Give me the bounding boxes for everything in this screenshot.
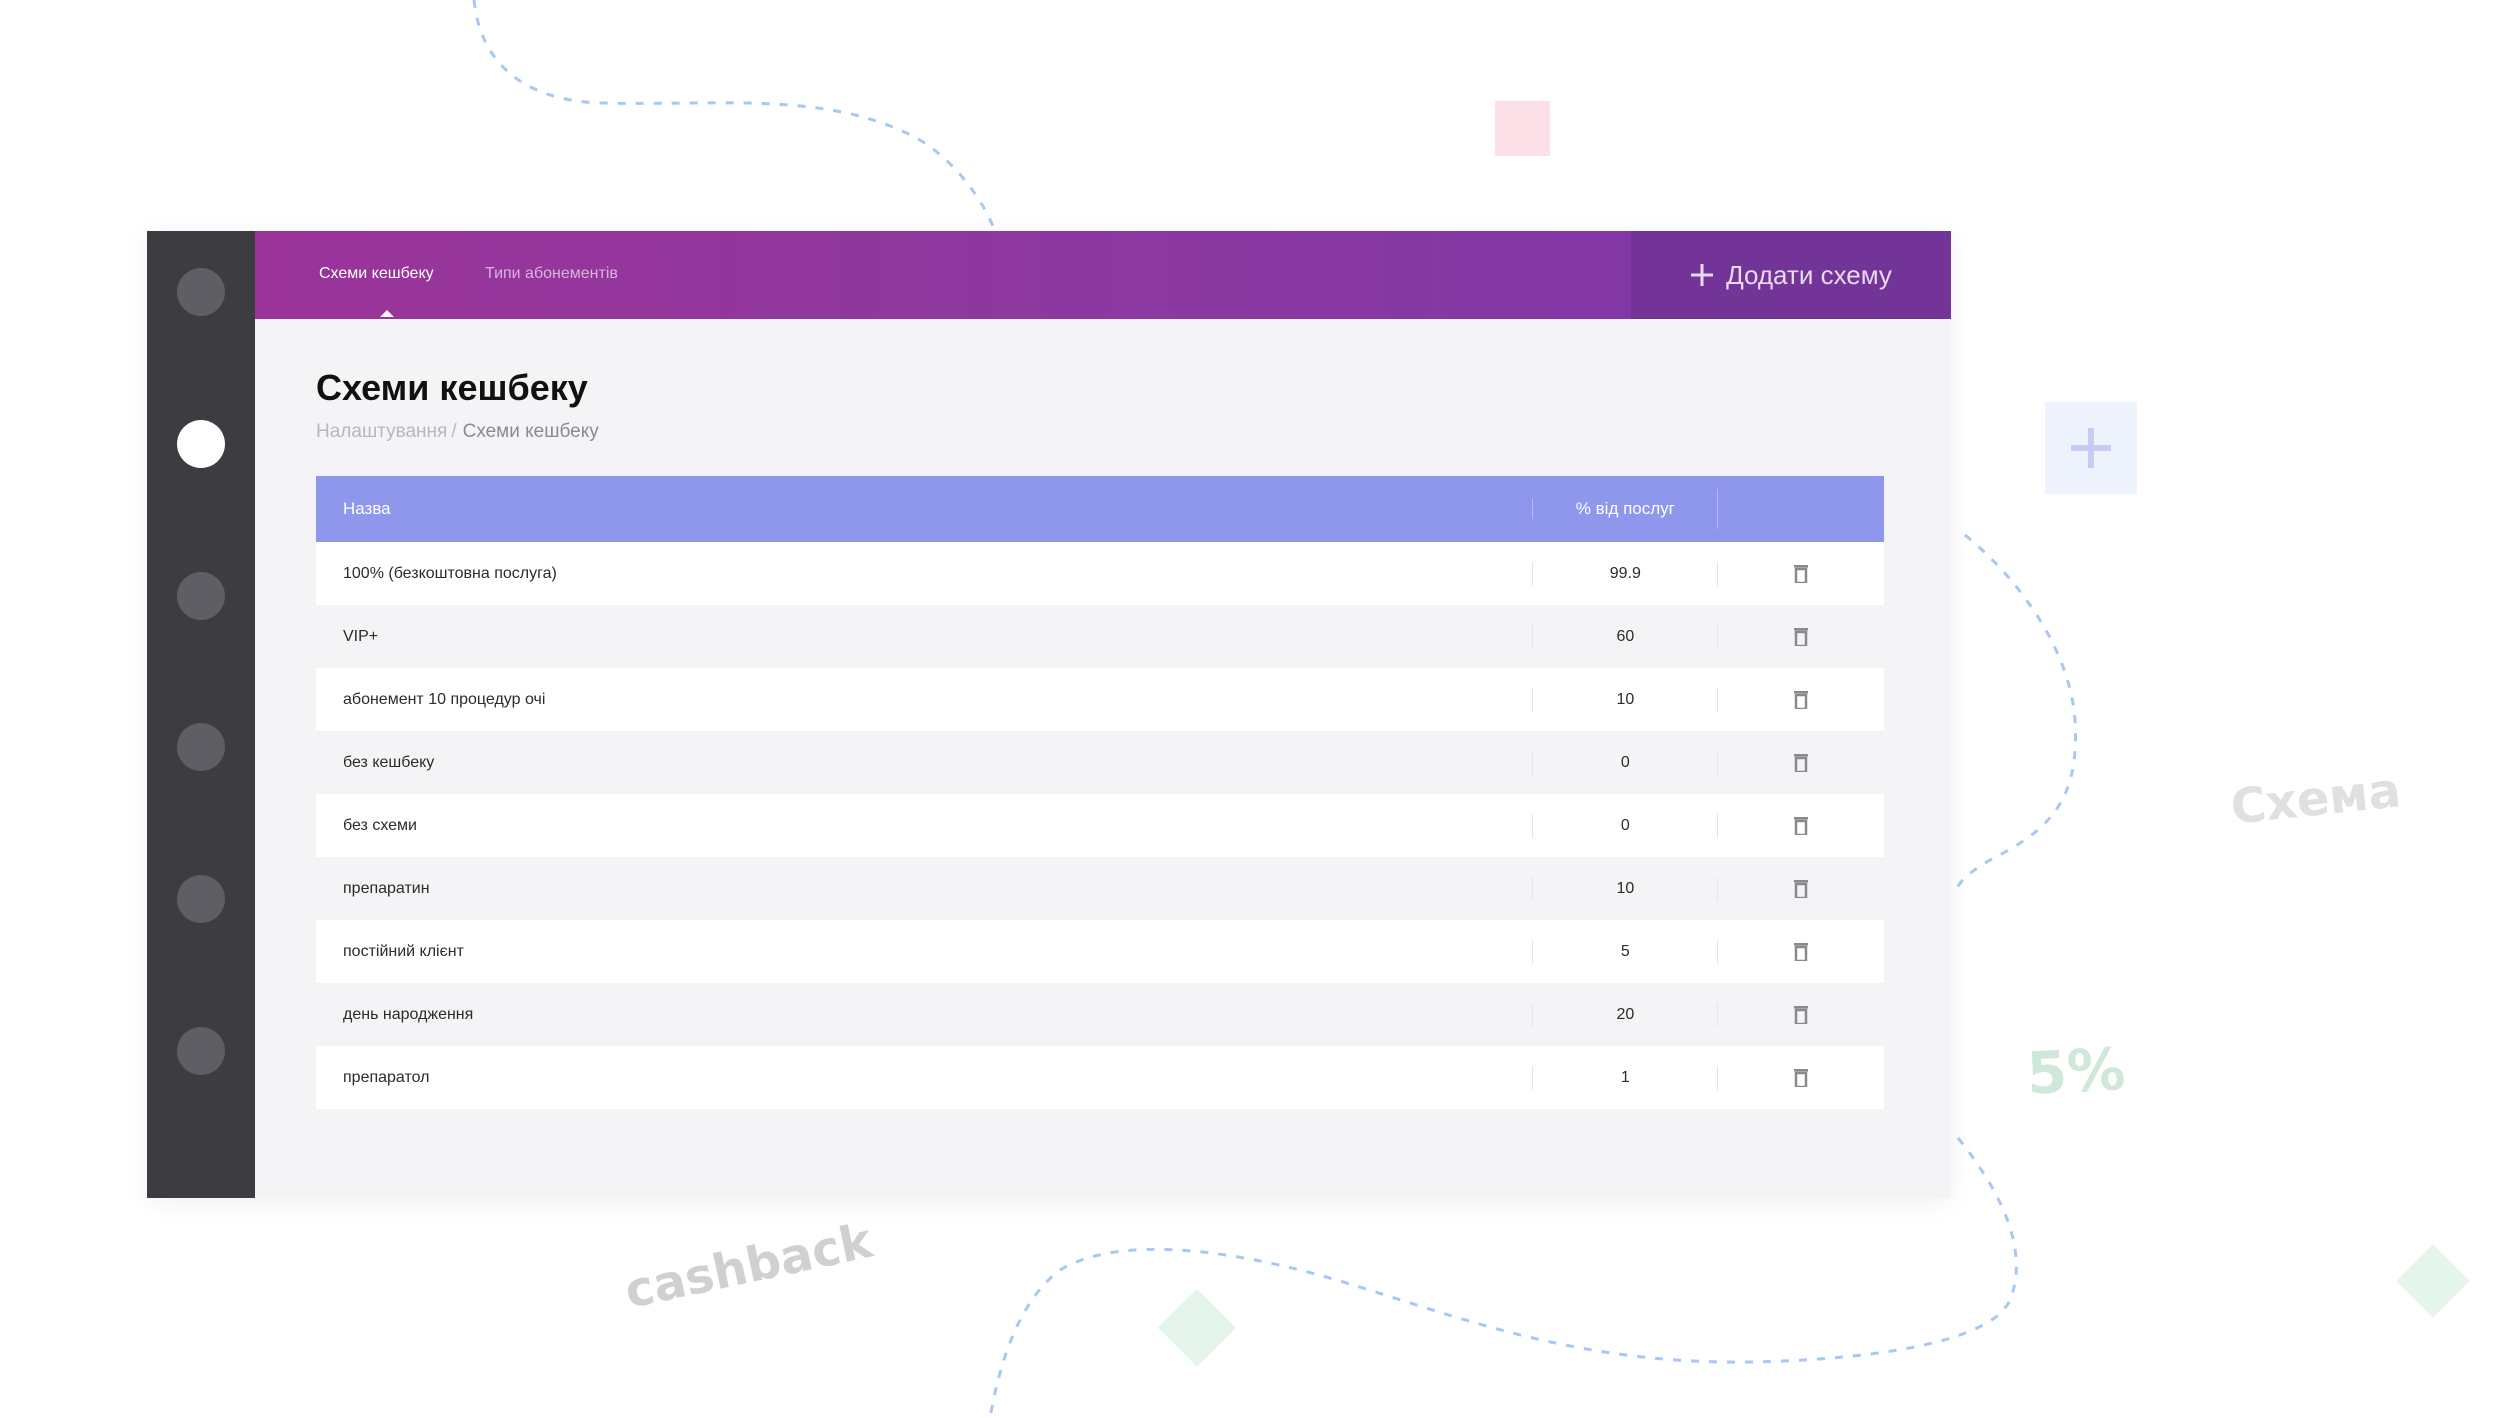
table-row[interactable]: без схеми 0 bbox=[316, 794, 1884, 857]
trash-icon[interactable] bbox=[1794, 753, 1809, 772]
row-percent: 99.9 bbox=[1532, 561, 1717, 586]
breadcrumb-parent[interactable]: Налаштування bbox=[316, 421, 448, 442]
row-name: постійний клієнт bbox=[343, 942, 464, 960]
sidebar-item-4[interactable] bbox=[177, 723, 225, 771]
row-actions bbox=[1717, 939, 1884, 964]
decor-plus-icon bbox=[2071, 428, 2111, 468]
sidebar-item-6[interactable] bbox=[177, 1027, 225, 1075]
row-percent: 10 bbox=[1532, 876, 1717, 901]
sidebar-item-3[interactable] bbox=[177, 572, 225, 620]
row-percent: 20 bbox=[1532, 1002, 1717, 1027]
add-scheme-label: Додати схему bbox=[1726, 259, 1892, 290]
dashed-curve-bottom bbox=[988, 1137, 2018, 1418]
column-header-name: Назва bbox=[343, 499, 391, 518]
row-percent: 0 bbox=[1532, 813, 1717, 838]
tab-cashback-schemes[interactable]: Схеми кешбеку bbox=[319, 265, 434, 317]
row-name: без кешбеку bbox=[343, 753, 435, 771]
main-content: Схеми кешбеку Типи абонементів Додати сх… bbox=[255, 231, 1951, 1198]
table-body: 100% (безкоштовна послуга) 99.9 VIP+ 60 … bbox=[316, 542, 1884, 1109]
trash-icon[interactable] bbox=[1794, 1068, 1809, 1087]
breadcrumb-separator: / bbox=[451, 421, 457, 442]
row-actions bbox=[1717, 1002, 1884, 1027]
trash-icon[interactable] bbox=[1794, 627, 1809, 646]
app-window: Схеми кешбеку Типи абонементів Додати сх… bbox=[147, 231, 1951, 1198]
column-header-actions bbox=[1717, 489, 1884, 529]
row-name: препаратол bbox=[343, 1068, 430, 1086]
schemes-table: Назва % від послуг 100% (безкоштовна пос… bbox=[316, 476, 1884, 1109]
breadcrumb-current: Схеми кешбеку bbox=[462, 421, 599, 442]
row-percent: 1 bbox=[1532, 1065, 1717, 1090]
sidebar-item-5[interactable] bbox=[177, 875, 225, 923]
sidebar bbox=[147, 231, 255, 1198]
add-scheme-button[interactable]: Додати схему bbox=[1631, 231, 1951, 319]
row-actions bbox=[1717, 813, 1884, 838]
sidebar-item-1[interactable] bbox=[177, 268, 225, 316]
decor-plus-box bbox=[2045, 402, 2137, 494]
row-actions bbox=[1717, 876, 1884, 901]
table-header: Назва % від послуг bbox=[316, 476, 1884, 542]
plus-icon bbox=[1691, 264, 1714, 286]
row-name: без схеми bbox=[343, 816, 417, 834]
row-actions bbox=[1717, 624, 1884, 649]
tab-subscription-types[interactable]: Типи абонементів bbox=[485, 265, 618, 283]
row-actions bbox=[1717, 750, 1884, 775]
tab-label: Типи абонементів bbox=[485, 265, 618, 282]
trash-icon[interactable] bbox=[1794, 690, 1809, 709]
tab-label: Схеми кешбеку bbox=[319, 265, 434, 282]
row-name: абонемент 10 процедур очі bbox=[343, 690, 546, 708]
dashed-curve-right bbox=[1953, 533, 2078, 893]
active-tab-indicator bbox=[380, 310, 394, 317]
table-row[interactable]: препаратин 10 bbox=[316, 857, 1884, 920]
trash-icon[interactable] bbox=[1794, 879, 1809, 898]
row-actions bbox=[1717, 1065, 1884, 1090]
row-name: день народження bbox=[343, 1005, 474, 1023]
row-percent: 10 bbox=[1532, 687, 1717, 712]
pink-square-shape bbox=[1495, 101, 1550, 156]
column-header-percent: % від послуг bbox=[1532, 499, 1717, 519]
row-name: препаратин bbox=[343, 879, 430, 897]
sidebar-item-2[interactable] bbox=[177, 420, 225, 468]
row-actions bbox=[1717, 687, 1884, 712]
trash-icon[interactable] bbox=[1794, 564, 1809, 583]
dashed-curve-top bbox=[472, 0, 997, 232]
table-row[interactable]: день народження 20 bbox=[316, 983, 1884, 1046]
row-percent: 60 bbox=[1532, 624, 1717, 649]
table-row[interactable]: абонемент 10 процедур очі 10 bbox=[316, 668, 1884, 731]
page-title: Схеми кешбеку bbox=[316, 367, 588, 408]
row-actions bbox=[1717, 561, 1884, 586]
decor-percent-text: 5% bbox=[2025, 1034, 2127, 1108]
trash-icon[interactable] bbox=[1794, 942, 1809, 961]
row-name: 100% (безкоштовна послуга) bbox=[343, 564, 557, 582]
row-percent: 0 bbox=[1532, 750, 1717, 775]
trash-icon[interactable] bbox=[1794, 816, 1809, 835]
table-row[interactable]: VIP+ 60 bbox=[316, 605, 1884, 668]
table-row[interactable]: 100% (безкоштовна послуга) 99.9 bbox=[316, 542, 1884, 605]
table-row[interactable]: постійний клієнт 5 bbox=[316, 920, 1884, 983]
trash-icon[interactable] bbox=[1794, 1005, 1809, 1024]
table-row[interactable]: препаратол 1 bbox=[316, 1046, 1884, 1109]
breadcrumb: Налаштування / Схеми кешбеку bbox=[316, 421, 599, 443]
green-diamond-shape bbox=[1158, 1288, 1236, 1367]
green-diamond-shape-right bbox=[2396, 1244, 2470, 1318]
row-name: VIP+ bbox=[343, 627, 379, 645]
top-bar: Схеми кешбеку Типи абонементів Додати сх… bbox=[255, 231, 1951, 319]
row-percent: 5 bbox=[1532, 939, 1717, 964]
table-row[interactable]: без кешбеку 0 bbox=[316, 731, 1884, 794]
